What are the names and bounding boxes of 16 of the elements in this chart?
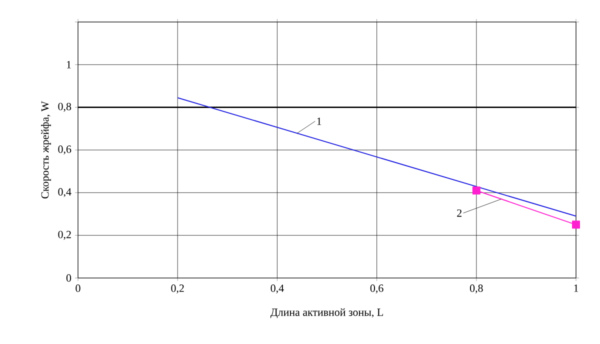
series-label: 1 <box>317 118 322 125</box>
y-tick-label: 1 <box>66 61 71 68</box>
x-tick-label: 1 <box>574 284 578 292</box>
y-axis-title: Скорость жрейфа, W <box>41 101 51 198</box>
x-tick-label: 0,8 <box>470 284 483 294</box>
y-tick-label: 0,2 <box>58 230 71 240</box>
y-tick-label: 0,6 <box>58 146 72 154</box>
x-tick-label: 0 <box>76 284 80 292</box>
y-tick-label: 0,4 <box>58 188 72 198</box>
y-tick-label: 0 <box>66 274 72 282</box>
series-label: 2 <box>457 209 462 217</box>
x-tick-label: 0,4 <box>270 284 284 294</box>
y-tick-label: 0,8 <box>58 102 72 112</box>
x-tick-label: 0,6 <box>370 284 384 294</box>
x-axis-title: Длина активной зоны, L <box>270 308 383 318</box>
x-tick-label: 0,2 <box>171 284 184 294</box>
